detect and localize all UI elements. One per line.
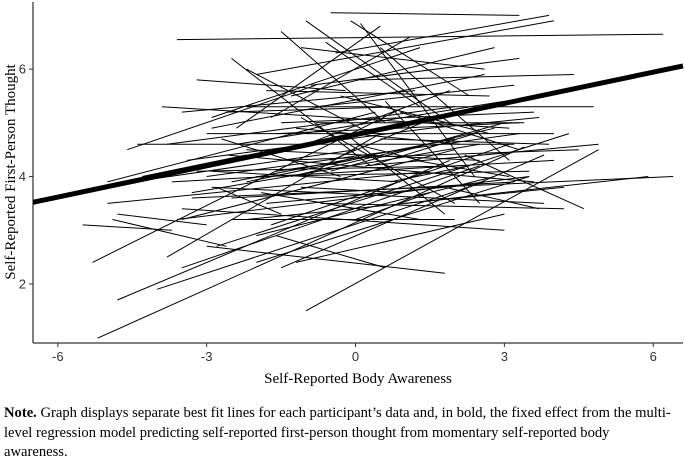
y-tick-label: 2 (19, 276, 26, 291)
participant-line (211, 47, 421, 118)
participant-line (350, 20, 470, 97)
participant-line (305, 149, 599, 312)
participant-line (266, 90, 490, 97)
participant-line (117, 213, 207, 226)
participant-line (246, 68, 361, 129)
participant-line (325, 41, 421, 108)
participant-line (211, 170, 401, 183)
participant-line (305, 20, 451, 124)
participant-line (370, 133, 475, 167)
participant-line (390, 165, 470, 183)
participant-line (330, 12, 520, 16)
participant-line (379, 47, 510, 161)
participant-line (132, 149, 356, 183)
x-axis-title: Self-Reported Body Awareness (264, 371, 452, 387)
participant-line (196, 79, 346, 92)
participant-line (82, 224, 172, 231)
participant-line (275, 235, 386, 269)
fixed-effect-group (32, 63, 684, 205)
participant-line (281, 149, 579, 161)
participant-line (360, 23, 476, 177)
participant-line (335, 14, 550, 54)
participant-line (166, 106, 455, 145)
note-text: Graph displays separate best fit lines f… (4, 405, 671, 460)
participant-line (221, 138, 341, 177)
participant-line (171, 159, 555, 183)
participant-line (295, 213, 505, 263)
participant-line (127, 84, 316, 151)
participant-line (191, 176, 674, 199)
participant-line (310, 57, 520, 86)
y-axis-title: Self-Reported First-Person Thought (3, 63, 19, 279)
participant-line (211, 186, 545, 204)
participant-line (380, 138, 550, 145)
fixed-effect-line (32, 63, 684, 205)
participant-line (300, 186, 401, 194)
x-tick-label: -3 (201, 349, 213, 364)
participant-line (176, 33, 664, 41)
participant-line (290, 47, 495, 97)
figure-note: Note. Graph displays separate best fit l… (4, 404, 676, 463)
participant-line (340, 95, 490, 135)
x-tick-label: 0 (352, 349, 359, 364)
participant-line (176, 176, 530, 220)
participant-line (261, 192, 421, 220)
axes (32, 2, 683, 344)
participant-line (415, 159, 510, 177)
participant-line (405, 176, 649, 204)
participant-line (270, 36, 411, 118)
participant-line (256, 20, 555, 75)
participant-line (400, 111, 520, 151)
x-tick-label: 6 (650, 349, 657, 364)
note-label: Note. (4, 405, 37, 421)
participant-line (355, 192, 431, 220)
participant-line (280, 31, 386, 124)
x-tick-label: 3 (501, 349, 508, 364)
chart: -6 -3 0 3 6 2 4 6 Self-Reported Body Awareness… (3, 2, 684, 387)
participant-line (206, 245, 445, 274)
x-tick-label: -6 (52, 349, 64, 364)
participant-line (112, 219, 227, 247)
y-tick-label: 6 (19, 62, 26, 77)
participant-line (384, 100, 480, 204)
participant-line (365, 143, 599, 167)
participant-line (196, 165, 465, 172)
participant-line (360, 74, 574, 81)
participant-line (280, 154, 545, 269)
x-ticks: -6 -3 0 3 6 (52, 343, 657, 364)
participant-line (107, 111, 376, 183)
y-tick-label: 4 (19, 169, 26, 184)
participant-line (281, 111, 535, 124)
participant-line (97, 146, 525, 339)
participant-line (305, 90, 450, 145)
participant-line (276, 159, 351, 172)
y-ticks: 2 4 6 (19, 62, 33, 291)
participant-line (236, 25, 381, 129)
participant-line (246, 154, 376, 183)
participant-line (216, 186, 282, 215)
participant-line (429, 117, 540, 129)
participant-line (355, 143, 421, 161)
participant-line (226, 154, 535, 183)
participant-line (226, 106, 401, 113)
participant-line (330, 117, 436, 161)
participant-line (295, 127, 460, 145)
participant-line (142, 154, 247, 177)
participant-line (107, 170, 430, 204)
participant-line (211, 74, 485, 129)
participant-line (161, 106, 510, 129)
participant-line (444, 186, 540, 210)
participant-line (464, 154, 585, 210)
participant-line (231, 58, 371, 167)
participant-line (320, 202, 564, 210)
participant-line (156, 181, 485, 290)
participant-lines (82, 12, 674, 339)
